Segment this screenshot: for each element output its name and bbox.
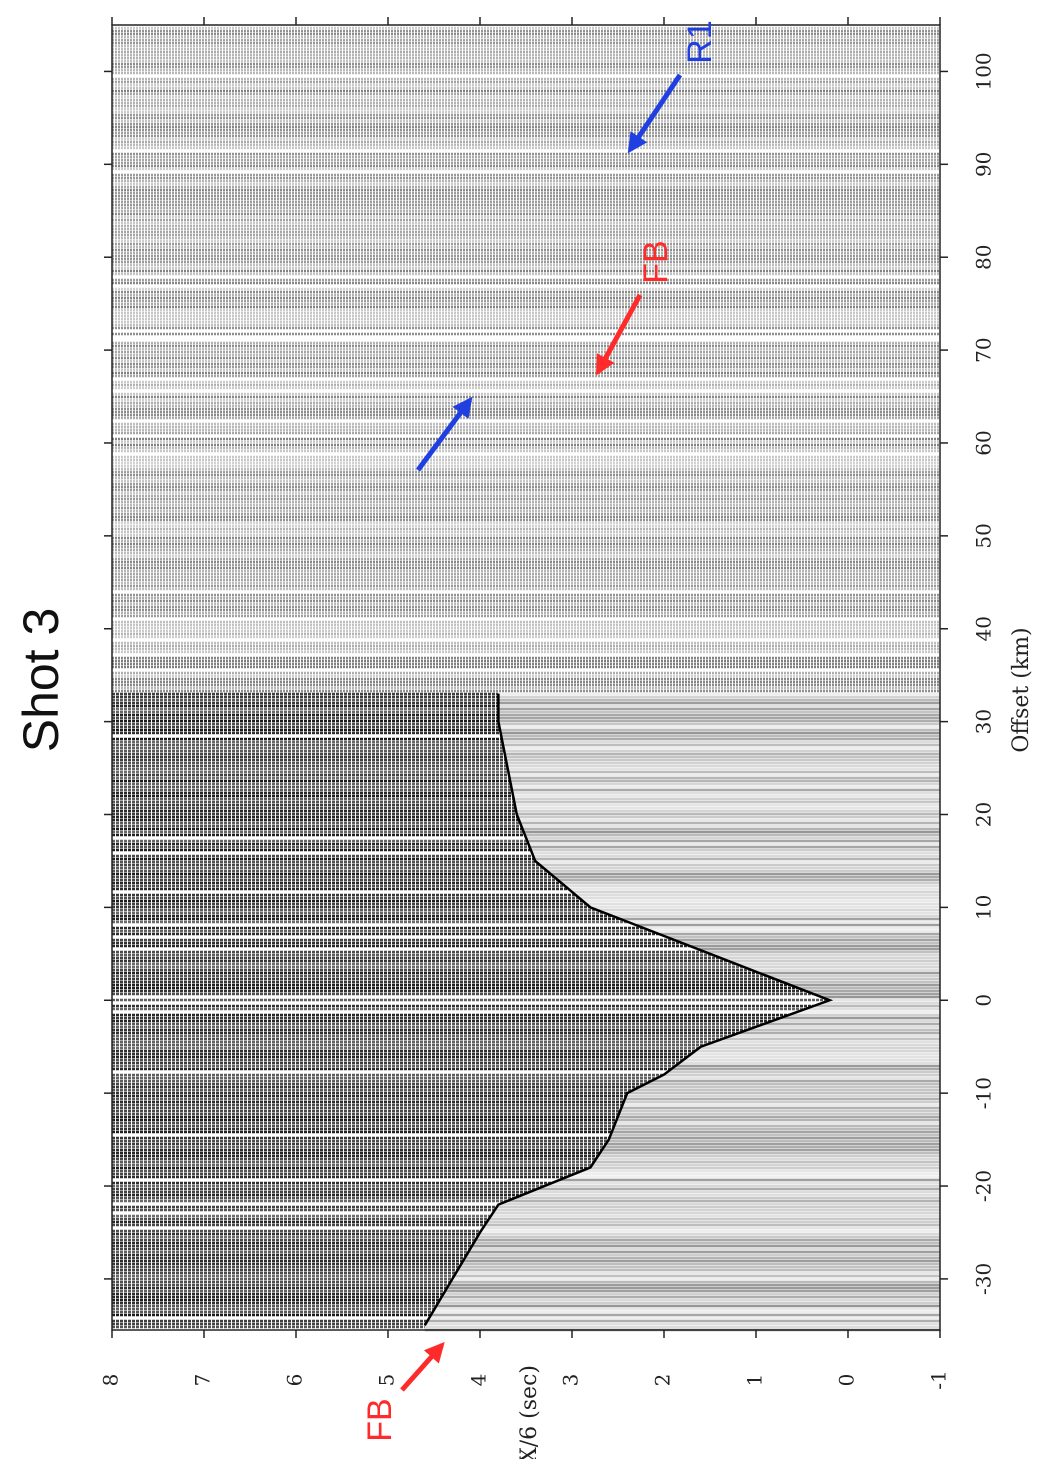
x-tick-label: 20	[972, 802, 996, 827]
trace-texture	[112, 23, 940, 1332]
y-tick-label: 6	[283, 1374, 307, 1387]
plot-frame	[111, 24, 941, 1331]
arrow	[415, 396, 473, 472]
x-tick-label: 90	[972, 152, 996, 177]
annotation: FB	[361, 1398, 399, 1441]
y-tick-label: 3	[559, 1374, 583, 1387]
y-tick-label: 1	[743, 1374, 767, 1387]
arrow	[595, 293, 643, 376]
x-tick-label: 0	[972, 994, 996, 1007]
x-tick-label: 60	[972, 430, 996, 455]
chart-title: Shot 3	[13, 608, 69, 753]
x-tick-label: 70	[972, 337, 996, 362]
x-tick-label: -30	[972, 1263, 996, 1295]
y-axis-label: T - X/6 (sec)	[517, 1365, 542, 1459]
y-tick-label: 8	[99, 1374, 123, 1387]
x-tick-label: -20	[972, 1170, 996, 1202]
y-tick-label: 0	[835, 1374, 859, 1387]
first-arrival	[423, 693, 834, 1326]
x-tick-label: 80	[972, 244, 996, 269]
x-tick-label: 30	[972, 709, 996, 734]
y-tick-label: 7	[191, 1374, 215, 1387]
annotation: FB	[637, 240, 675, 283]
x-tick-label: 10	[972, 895, 996, 920]
x-tick-label: 50	[972, 523, 996, 548]
y-tick-label: -1	[927, 1370, 951, 1389]
arrow	[627, 73, 683, 154]
y-tick-label: 4	[467, 1374, 491, 1387]
y-tick-label: 2	[651, 1374, 675, 1387]
annotation: R1	[681, 20, 719, 63]
y-tick-label: 5	[375, 1374, 399, 1387]
x-axis-label: Offset (km)	[1009, 627, 1034, 752]
x-tick-label: 100	[972, 52, 996, 90]
x-tick-label: -10	[972, 1077, 996, 1109]
x-tick-label: 40	[972, 616, 996, 641]
arrow	[400, 1342, 445, 1392]
